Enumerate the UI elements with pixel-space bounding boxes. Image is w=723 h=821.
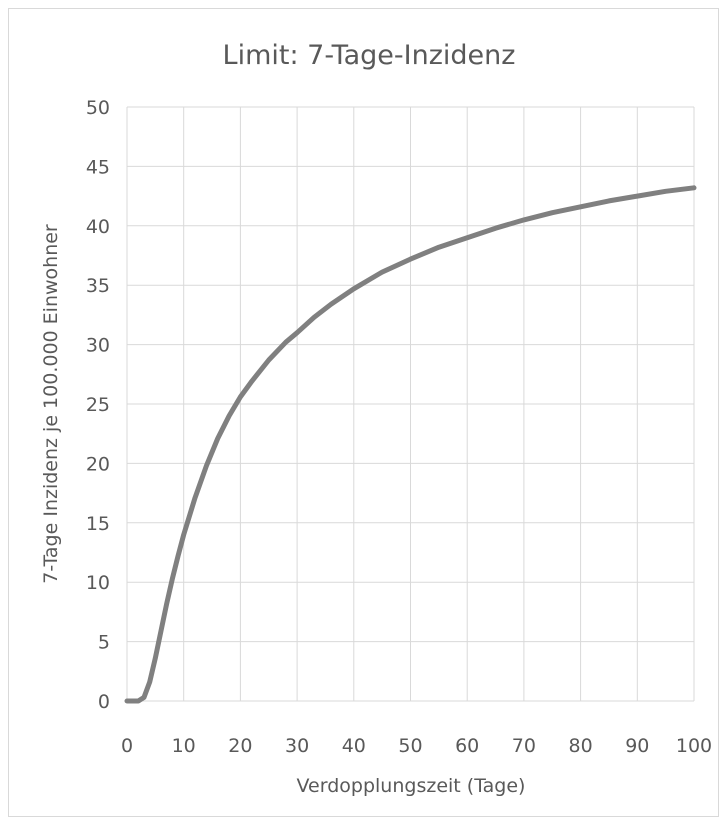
chart-title: Limit: 7-Tage-Inzidenz [223, 40, 516, 71]
y-tick-label: 15 [86, 513, 110, 535]
y-tick-label: 35 [86, 275, 110, 297]
y-axis-label: 7-Tage Inzidenz je 100.000 Einwohner [40, 224, 62, 584]
y-tick-label: 5 [98, 632, 110, 654]
y-tick-label: 30 [86, 335, 110, 357]
x-tick-label: 90 [625, 735, 649, 757]
x-tick-label: 70 [512, 735, 536, 757]
tick-labels: 0 10 20 30 40 50 60 70 80 90 100 0 5 10 15 20 25 30 35 40 45… [86, 97, 712, 757]
x-tick-label: 50 [398, 735, 422, 757]
y-tick-label: 10 [86, 572, 110, 594]
x-axis-label: Verdopplungszeit (Tage) [297, 775, 526, 797]
x-tick-label: 60 [455, 735, 479, 757]
y-tick-label: 0 [98, 691, 110, 713]
x-tick-label: 40 [342, 735, 366, 757]
y-tick-label: 40 [86, 216, 110, 238]
y-tick-label: 25 [86, 394, 110, 416]
y-tick-label: 45 [86, 156, 110, 178]
y-tick-label: 50 [86, 97, 110, 119]
x-tick-label: 100 [676, 735, 712, 757]
x-tick-label: 0 [121, 735, 133, 757]
x-tick-label: 20 [228, 735, 252, 757]
x-tick-label: 10 [172, 735, 196, 757]
x-tick-label: 80 [569, 735, 593, 757]
y-tick-label: 20 [86, 453, 110, 475]
x-tick-label: 30 [285, 735, 309, 757]
grid [127, 107, 694, 701]
